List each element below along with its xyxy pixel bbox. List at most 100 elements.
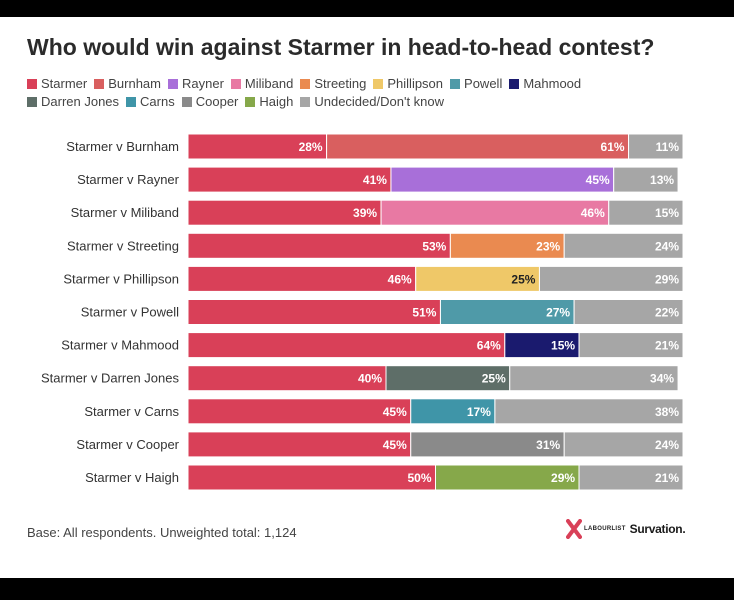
legend-label: Carns: [140, 94, 175, 109]
starmer-value-label: 64%: [477, 339, 501, 353]
legend-item: Rayner: [167, 76, 224, 91]
legend-item: Burnham: [94, 76, 161, 91]
undecided-value-label: 21%: [655, 339, 679, 353]
undecided-bar: [578, 332, 684, 359]
rival-bar: [415, 265, 540, 292]
rival-bar: [449, 232, 565, 259]
bottom-black-band: [0, 578, 734, 600]
undecided-bar: [578, 464, 684, 491]
undecided-bar: [509, 365, 679, 392]
legend-label: Undecided/Don't know: [314, 94, 445, 109]
chart-title: Who would win against Starmer in head-to…: [27, 34, 655, 60]
starmer-bar: [187, 398, 412, 425]
rival-value-label: 23%: [536, 239, 560, 253]
category-label: Starmer v Streeting: [67, 238, 179, 253]
legend-label: Mahmood: [523, 76, 582, 91]
legend-row: Darren Jones Carns Cooper Haigh Undecided/Do…: [27, 93, 707, 110]
rival-value-label: 31%: [536, 438, 560, 452]
legend-swatch: [373, 78, 384, 89]
legend-item: Darren Jones: [27, 94, 119, 109]
rival-value-label: 17%: [467, 405, 491, 419]
legend-label: Miliband: [244, 76, 294, 91]
legend-item: Haigh: [245, 94, 293, 109]
legend-item: Starmer: [27, 76, 87, 91]
legend-label: Phillipson: [387, 76, 444, 91]
top-black-band: [0, 0, 734, 17]
undecided-value-label: 34%: [650, 372, 674, 386]
starmer-bar: [187, 133, 328, 160]
starmer-value-label: 45%: [383, 438, 407, 452]
legend-swatch: [450, 78, 461, 89]
rival-bar: [380, 199, 610, 226]
rival-value-label: 46%: [581, 206, 605, 220]
legend-item: Carns: [126, 94, 175, 109]
starmer-bar: [187, 464, 436, 491]
chart-legend: Starmer Burnham Rayner Miliband Streeting Phi…: [27, 75, 707, 111]
undecided-bar: [613, 166, 679, 193]
rival-bar: [326, 133, 630, 160]
starmer-bar: [187, 232, 451, 259]
starmer-value-label: 50%: [407, 471, 431, 485]
starmer-value-label: 45%: [383, 405, 407, 419]
publisher-logos: LABOURLIST Survation.: [566, 519, 686, 539]
legend-label: Cooper: [195, 94, 239, 109]
undecided-value-label: 29%: [655, 272, 679, 286]
labourlist-logo-text: LABOURLIST: [584, 526, 626, 532]
category-label: Starmer v Carns: [84, 404, 179, 419]
legend-label: Darren Jones: [41, 94, 120, 109]
rival-bar: [410, 431, 565, 458]
legend-label: Rayner: [181, 76, 224, 91]
rival-bar: [439, 299, 575, 325]
legend-swatch: [509, 78, 520, 89]
rival-value-label: 45%: [586, 173, 610, 187]
legend-label: Powell: [464, 76, 503, 91]
legend-label: Streeting: [314, 76, 367, 91]
undecided-value-label: 38%: [655, 405, 679, 419]
category-label: Starmer v Powell: [81, 305, 179, 320]
legend-swatch: [27, 96, 37, 107]
undecided-value-label: 22%: [655, 306, 679, 320]
category-label: Starmer v Mahmood: [61, 338, 179, 353]
undecided-value-label: 24%: [655, 239, 679, 253]
starmer-bar: [187, 431, 412, 458]
rival-value-label: 61%: [601, 140, 625, 154]
legend-item: Undecided/Don't know: [300, 94, 444, 109]
survation-logo-text: Survation.: [629, 522, 686, 536]
undecided-bar: [563, 232, 684, 259]
legend-label: Burnham: [108, 76, 161, 91]
legend-swatch: [126, 96, 137, 107]
legend-item: Phillipson: [373, 76, 443, 91]
labourlist-logo-icon: [566, 519, 582, 539]
base-footnote: Base: All respondents. Unweighted total:…: [27, 525, 297, 540]
starmer-value-label: 40%: [358, 372, 382, 386]
starmer-value-label: 51%: [412, 306, 436, 320]
undecided-value-label: 11%: [656, 140, 680, 154]
starmer-value-label: 46%: [388, 272, 412, 286]
undecided-bar: [608, 199, 684, 226]
rival-bar: [410, 398, 496, 425]
category-label: Starmer v Miliband: [71, 205, 179, 220]
legend-swatch: [181, 96, 192, 107]
rival-bar: [504, 332, 580, 359]
rival-bar: [385, 365, 511, 392]
rival-bar: [435, 464, 580, 491]
legend-swatch: [94, 78, 105, 89]
legend-swatch: [27, 78, 37, 89]
rival-value-label: 15%: [551, 339, 575, 353]
legend-item: Cooper: [181, 94, 239, 109]
legend-item: Powell: [450, 76, 502, 91]
legend-item: Mahmood: [509, 76, 581, 91]
starmer-bar: [187, 332, 506, 359]
legend-label: Haigh: [259, 94, 294, 109]
undecided-bar: [563, 431, 684, 458]
rival-value-label: 25%: [511, 272, 535, 286]
category-label: Starmer v Phillipson: [63, 271, 179, 286]
legend-swatch: [300, 78, 311, 89]
legend-item: Miliband: [230, 76, 294, 91]
category-label: Starmer v Darren Jones: [41, 371, 179, 386]
undecided-value-label: 24%: [655, 438, 679, 452]
starmer-value-label: 53%: [422, 239, 446, 253]
starmer-bar: [187, 265, 417, 292]
undecided-value-label: 13%: [650, 173, 674, 187]
starmer-value-label: 28%: [299, 140, 323, 154]
